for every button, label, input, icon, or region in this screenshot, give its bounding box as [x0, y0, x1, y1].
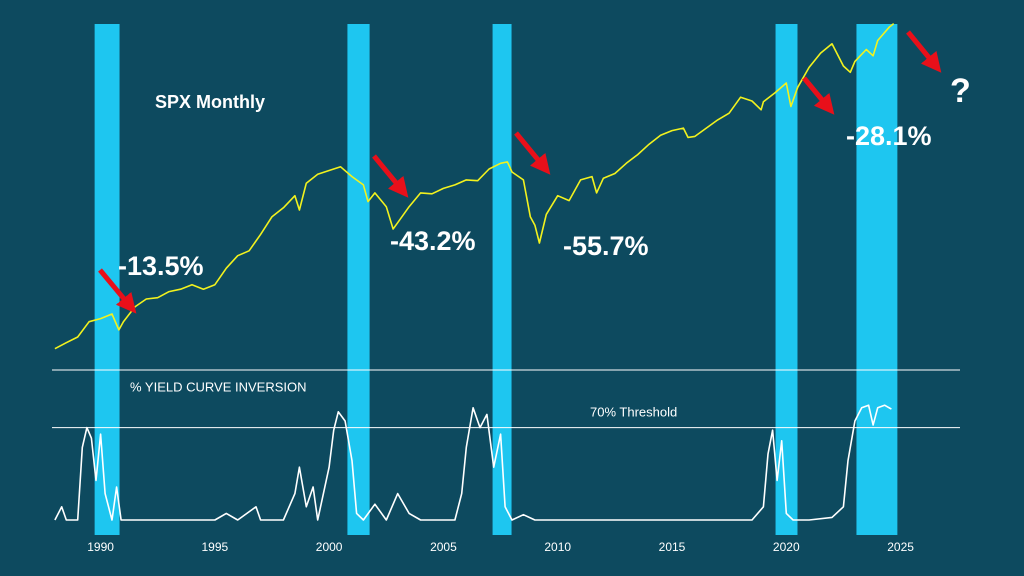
x-tick-label: 2000 — [316, 540, 343, 554]
highlight-band — [347, 24, 370, 535]
arrow — [98, 268, 137, 314]
data-line — [54, 22, 895, 350]
chart-title: % YIELD CURVE INVERSION — [130, 379, 307, 394]
x-tick-label: 1995 — [202, 540, 229, 554]
highlight-band — [492, 24, 512, 535]
x-tick-label: 2005 — [430, 540, 457, 554]
arrow — [372, 154, 409, 198]
plot: 1990 1995 2000 2005 2010 2015 2020 2025 — [52, 22, 960, 554]
x-tick-label: 1990 — [87, 540, 114, 554]
arrow — [906, 30, 942, 73]
chart-title: SPX Monthly — [155, 92, 265, 112]
x-tick-label: 2010 — [544, 540, 571, 554]
arrow — [514, 131, 551, 175]
x-tick-label: 2020 — [773, 540, 800, 554]
annotation: -43.2% — [390, 226, 476, 256]
threshold-label: 70% Threshold — [590, 404, 677, 419]
highlight-band — [775, 24, 798, 535]
annotation: -13.5% — [118, 251, 204, 281]
arrow — [802, 76, 835, 115]
annotation: -28.1% — [846, 121, 932, 151]
annotation: -55.7% — [563, 231, 649, 261]
highlight-band — [856, 24, 898, 535]
annotation: ? — [950, 72, 971, 110]
x-tick-label: 2015 — [659, 540, 686, 554]
x-tick-label: 2025 — [887, 540, 914, 554]
data-line — [54, 404, 892, 521]
